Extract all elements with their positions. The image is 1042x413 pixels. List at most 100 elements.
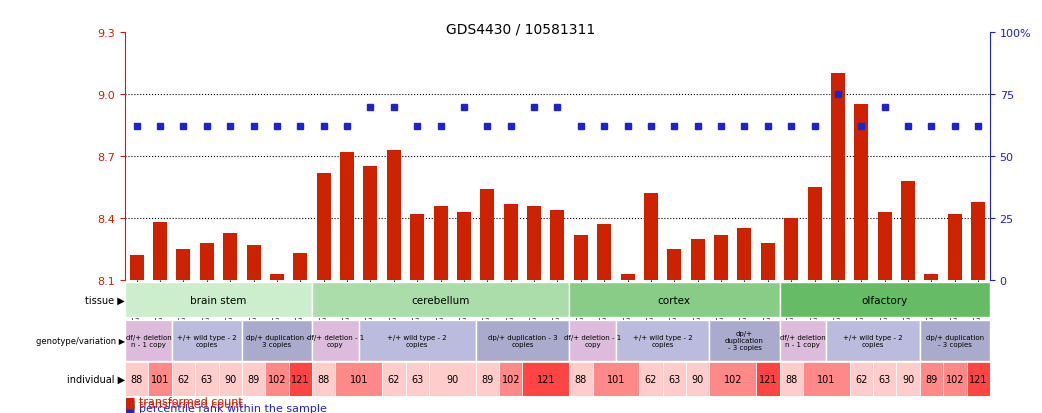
- Text: ■ transformed count: ■ transformed count: [125, 396, 243, 406]
- FancyBboxPatch shape: [569, 320, 616, 361]
- Text: 62: 62: [177, 374, 190, 384]
- Bar: [901, 181, 915, 280]
- FancyBboxPatch shape: [148, 362, 172, 396]
- Bar: [457, 212, 471, 280]
- FancyBboxPatch shape: [382, 362, 405, 396]
- Bar: [153, 223, 167, 280]
- FancyBboxPatch shape: [616, 320, 710, 361]
- FancyBboxPatch shape: [195, 362, 219, 396]
- Text: 101: 101: [606, 374, 625, 384]
- FancyBboxPatch shape: [640, 362, 663, 396]
- Bar: [247, 245, 260, 280]
- Text: ■ percentile rank within the sample: ■ percentile rank within the sample: [125, 403, 327, 413]
- FancyBboxPatch shape: [826, 320, 920, 361]
- FancyBboxPatch shape: [779, 320, 826, 361]
- FancyBboxPatch shape: [779, 362, 803, 396]
- Text: 101: 101: [350, 374, 368, 384]
- FancyBboxPatch shape: [803, 362, 849, 396]
- Text: df/+ deletion
n - 1 copy: df/+ deletion n - 1 copy: [125, 334, 171, 347]
- Text: 102: 102: [501, 374, 520, 384]
- FancyBboxPatch shape: [710, 362, 756, 396]
- Text: 88: 88: [130, 374, 143, 384]
- Text: 102: 102: [945, 374, 964, 384]
- Bar: [364, 167, 377, 280]
- Bar: [714, 235, 728, 280]
- Bar: [270, 274, 284, 280]
- FancyBboxPatch shape: [499, 362, 522, 396]
- Text: +/+ wild type - 2
copies: +/+ wild type - 2 copies: [843, 334, 902, 347]
- Text: GDS4430 / 10581311: GDS4430 / 10581311: [446, 23, 596, 37]
- FancyBboxPatch shape: [242, 320, 312, 361]
- Text: 62: 62: [645, 374, 658, 384]
- Text: df/+ deletion - 1
copy: df/+ deletion - 1 copy: [306, 334, 364, 347]
- FancyBboxPatch shape: [920, 320, 990, 361]
- FancyBboxPatch shape: [967, 362, 990, 396]
- FancyBboxPatch shape: [312, 362, 336, 396]
- Text: dp/+ duplication
- 3 copies: dp/+ duplication - 3 copies: [925, 334, 984, 347]
- FancyBboxPatch shape: [405, 362, 429, 396]
- FancyBboxPatch shape: [779, 282, 990, 317]
- Bar: [621, 274, 635, 280]
- Bar: [854, 105, 868, 280]
- Text: tissue ▶: tissue ▶: [85, 295, 125, 305]
- FancyBboxPatch shape: [593, 362, 640, 396]
- FancyBboxPatch shape: [896, 362, 920, 396]
- FancyBboxPatch shape: [289, 362, 312, 396]
- Text: cerebellum: cerebellum: [412, 295, 470, 305]
- Bar: [411, 214, 424, 280]
- Bar: [691, 239, 704, 280]
- Bar: [667, 249, 681, 280]
- FancyBboxPatch shape: [266, 362, 289, 396]
- Text: 101: 101: [817, 374, 836, 384]
- Bar: [223, 233, 238, 280]
- Text: dp/+
duplication
- 3 copies: dp/+ duplication - 3 copies: [725, 330, 764, 350]
- Text: 90: 90: [224, 374, 237, 384]
- Bar: [597, 225, 612, 280]
- Bar: [340, 153, 354, 280]
- Text: 90: 90: [902, 374, 914, 384]
- Text: 88: 88: [785, 374, 797, 384]
- Text: 63: 63: [412, 374, 423, 384]
- Bar: [924, 274, 939, 280]
- Bar: [574, 235, 588, 280]
- Text: dp/+ duplication - 3
copies: dp/+ duplication - 3 copies: [488, 334, 557, 347]
- Bar: [808, 188, 821, 280]
- Text: 90: 90: [446, 374, 458, 384]
- FancyBboxPatch shape: [429, 362, 475, 396]
- Text: 88: 88: [318, 374, 330, 384]
- Text: 90: 90: [692, 374, 703, 384]
- Text: +/+ wild type - 2
copies: +/+ wild type - 2 copies: [388, 334, 447, 347]
- Bar: [294, 254, 307, 280]
- Text: +/+ wild type - 2
copies: +/+ wild type - 2 copies: [177, 334, 237, 347]
- FancyBboxPatch shape: [125, 362, 148, 396]
- Text: 62: 62: [388, 374, 400, 384]
- Bar: [644, 194, 658, 280]
- Bar: [785, 218, 798, 280]
- Bar: [176, 249, 191, 280]
- Bar: [877, 212, 892, 280]
- Bar: [200, 243, 214, 280]
- Text: 121: 121: [969, 374, 988, 384]
- Bar: [129, 256, 144, 280]
- Text: +/+ wild type - 2
copies: +/+ wild type - 2 copies: [632, 334, 693, 347]
- Bar: [738, 229, 751, 280]
- FancyBboxPatch shape: [522, 362, 569, 396]
- Bar: [480, 190, 494, 280]
- Text: df/+ deletion
n - 1 copy: df/+ deletion n - 1 copy: [780, 334, 825, 347]
- Text: 101: 101: [151, 374, 169, 384]
- FancyBboxPatch shape: [943, 362, 967, 396]
- Text: brain stem: brain stem: [191, 295, 247, 305]
- FancyBboxPatch shape: [873, 362, 896, 396]
- Bar: [433, 206, 448, 280]
- FancyBboxPatch shape: [358, 320, 475, 361]
- FancyBboxPatch shape: [242, 362, 266, 396]
- Text: ■ transformed count: ■ transformed count: [125, 399, 243, 409]
- Text: 63: 63: [668, 374, 680, 384]
- Bar: [387, 151, 401, 280]
- Bar: [550, 210, 565, 280]
- Bar: [830, 74, 845, 280]
- Bar: [527, 206, 541, 280]
- FancyBboxPatch shape: [312, 320, 358, 361]
- FancyBboxPatch shape: [663, 362, 686, 396]
- Text: individual ▶: individual ▶: [67, 374, 125, 384]
